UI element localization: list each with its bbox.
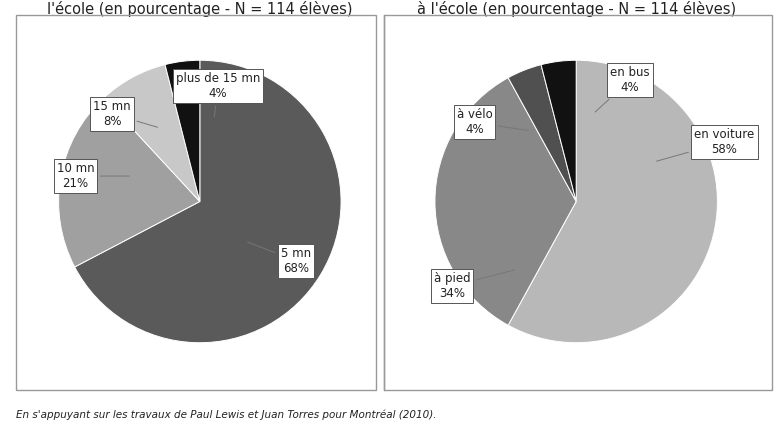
Wedge shape bbox=[435, 78, 576, 325]
Text: en voiture
58%: en voiture 58% bbox=[656, 128, 754, 161]
Text: 15 mn
8%: 15 mn 8% bbox=[93, 100, 158, 128]
Title: Temps de trajet des élèves venant accompagnés à
l'école (en pourcentage - N = 11: Temps de trajet des élèves venant accomp… bbox=[13, 0, 386, 17]
Text: plus de 15 mn
4%: plus de 15 mn 4% bbox=[176, 72, 261, 117]
Wedge shape bbox=[165, 60, 200, 201]
Wedge shape bbox=[508, 65, 576, 201]
Wedge shape bbox=[104, 64, 200, 201]
Text: à vélo
4%: à vélo 4% bbox=[456, 108, 528, 136]
Text: en bus
4%: en bus 4% bbox=[595, 66, 650, 112]
Wedge shape bbox=[59, 98, 200, 267]
Text: 5 mn
68%: 5 mn 68% bbox=[248, 242, 311, 275]
Title: Moyens de transports des élèves venant accompagnés
à l'école (en pourcentage - N: Moyens de transports des élèves venant a… bbox=[374, 0, 776, 17]
Text: 10 mn
21%: 10 mn 21% bbox=[57, 162, 130, 190]
Wedge shape bbox=[508, 60, 717, 343]
Text: à pied
34%: à pied 34% bbox=[434, 270, 514, 300]
Text: En s'appuyant sur les travaux de Paul Lewis et Juan Torres pour Montréal (2010).: En s'appuyant sur les travaux de Paul Le… bbox=[16, 410, 436, 420]
Wedge shape bbox=[74, 60, 341, 343]
Wedge shape bbox=[541, 60, 577, 201]
